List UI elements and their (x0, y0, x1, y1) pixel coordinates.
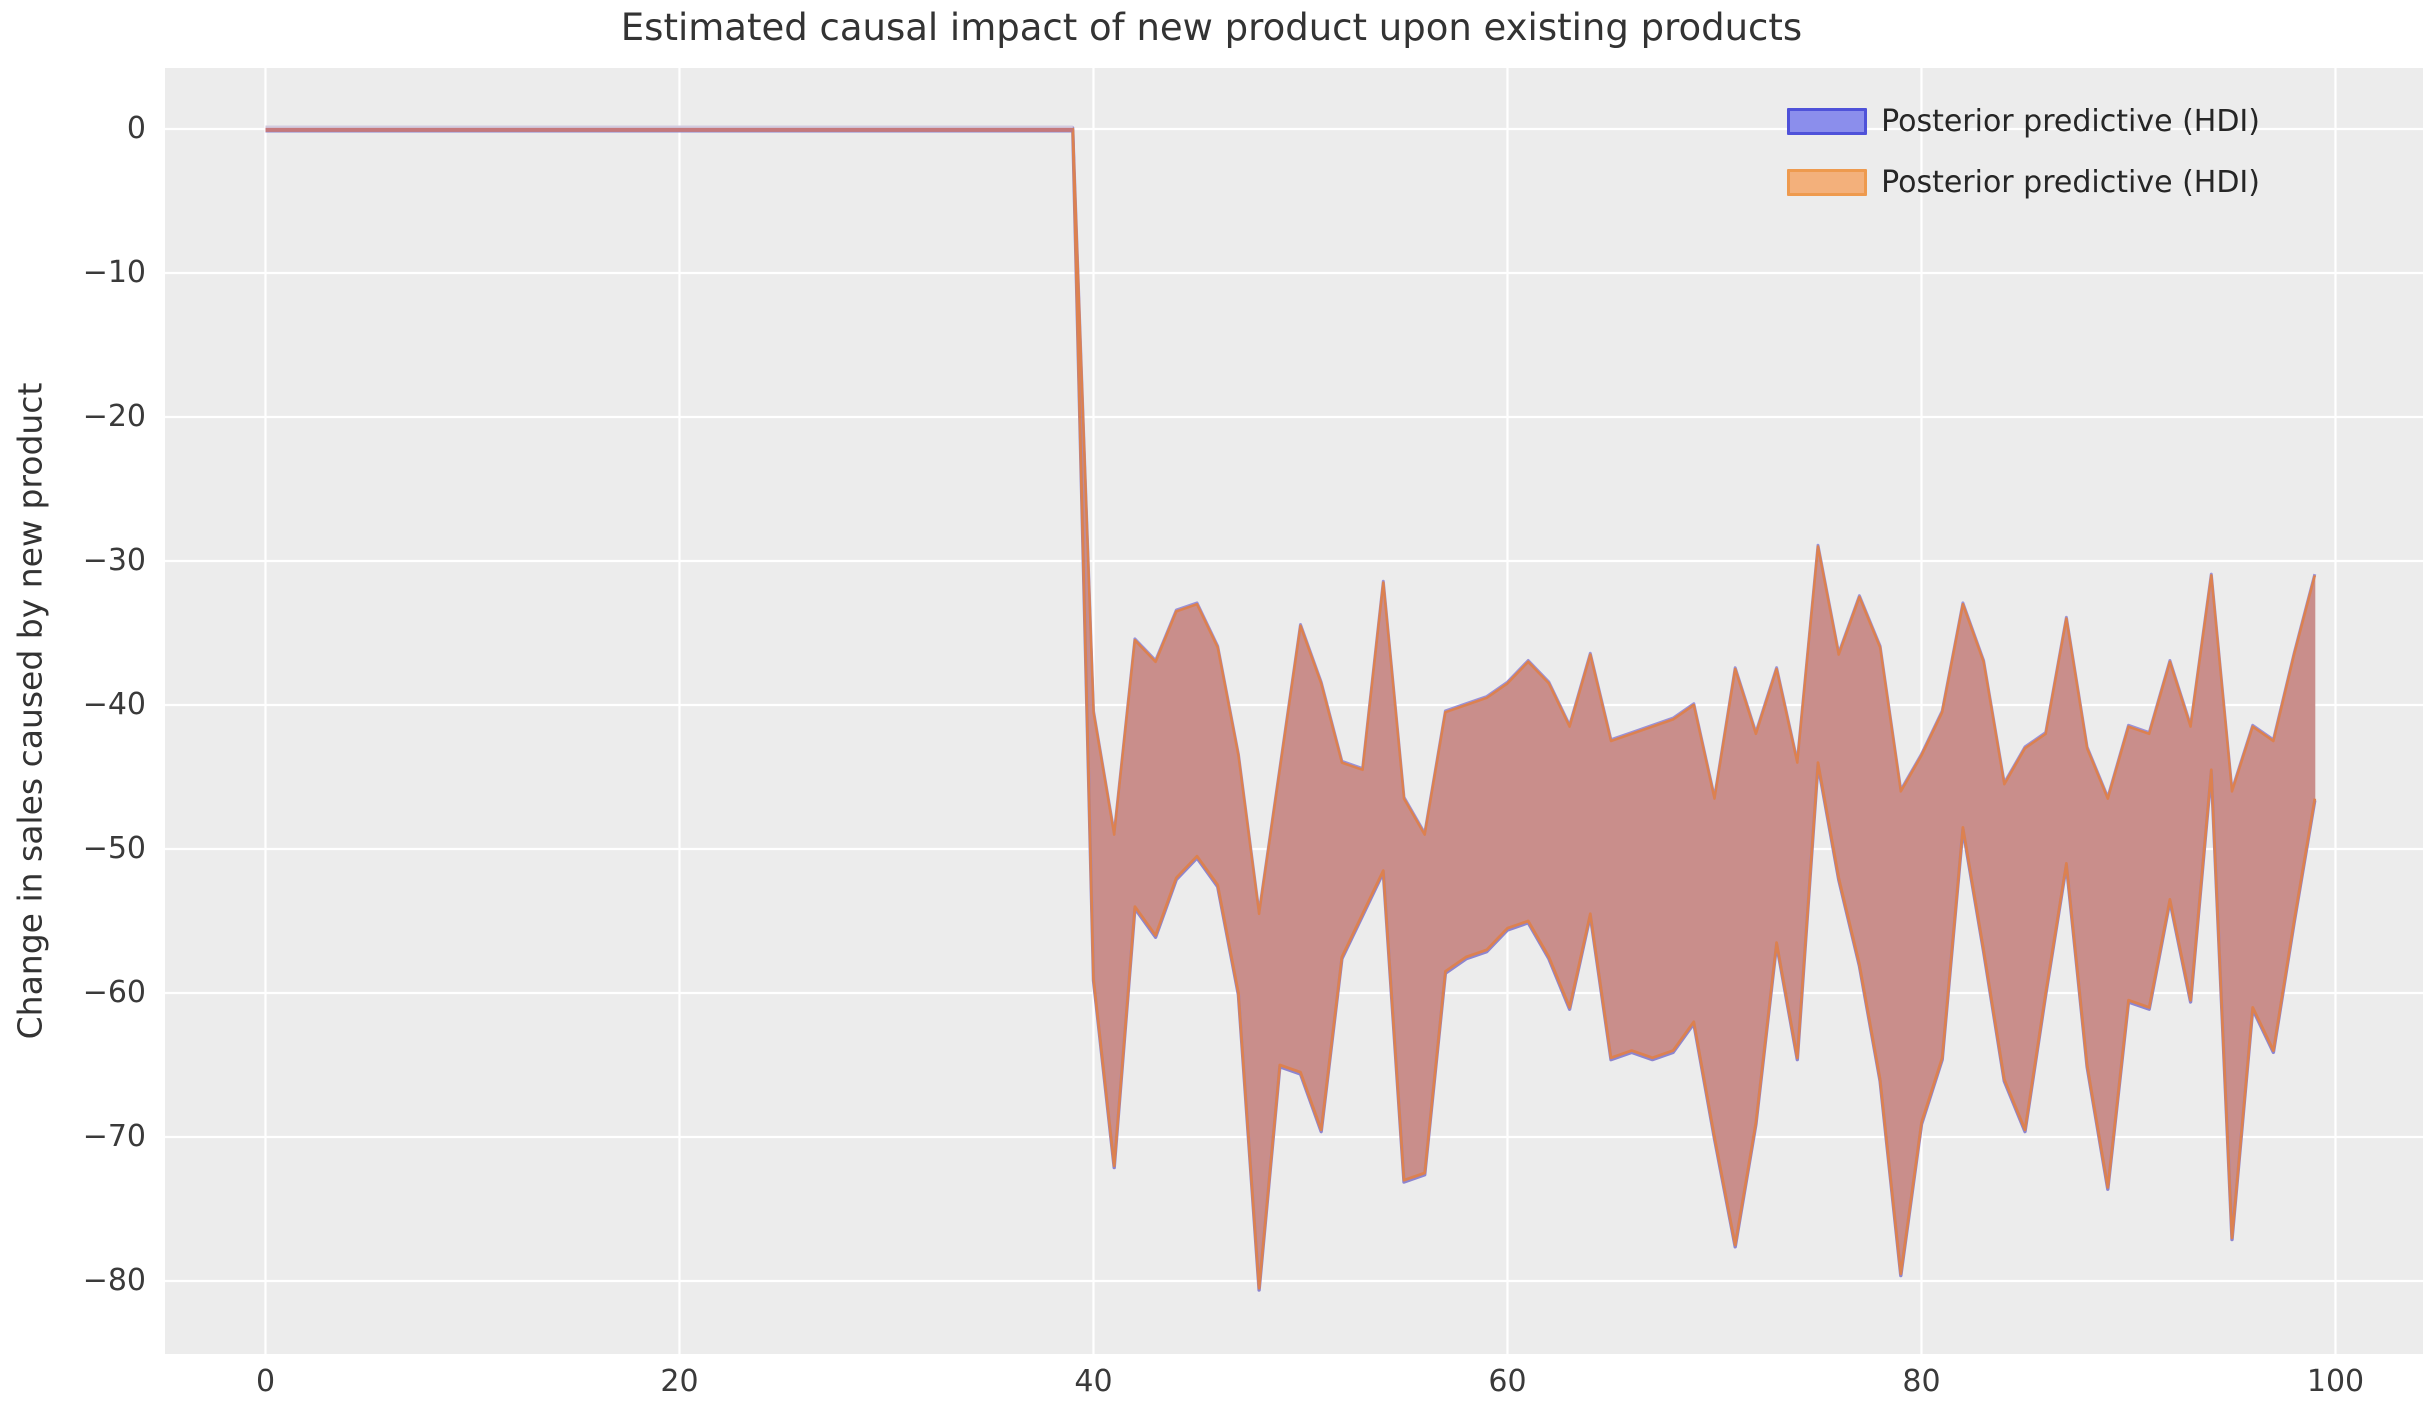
x-tick-label: 80 (1902, 1364, 1941, 1399)
plot-area: Posterior predictive (HDI) Posterior pre… (165, 68, 2423, 1354)
y-tick-label: −60 (82, 975, 146, 1010)
x-tick-label: 40 (1074, 1364, 1113, 1399)
y-tick-label: −30 (82, 543, 146, 578)
legend-item-posterior-predictive-1: Posterior predictive (HDI) (1787, 104, 2260, 139)
chart-title: Estimated causal impact of new product u… (620, 6, 1803, 49)
legend-label: Posterior predictive (HDI) (1881, 104, 2260, 139)
hdi-band (265, 128, 2316, 1289)
y-tick-label: −40 (82, 687, 146, 722)
legend-swatch-orange-icon (1787, 169, 1868, 196)
legend: Posterior predictive (HDI) Posterior pre… (1787, 104, 2260, 200)
hdi-band-chart (165, 68, 2423, 1354)
y-tick-label: −50 (82, 831, 146, 866)
y-tick-label: −70 (82, 1119, 146, 1154)
x-tick-label: 20 (660, 1364, 699, 1399)
x-tick-label: 60 (1488, 1364, 1527, 1399)
y-tick-label: −80 (82, 1263, 146, 1298)
y-tick-label: −10 (82, 255, 146, 290)
legend-swatch-blue-icon (1787, 108, 1868, 135)
y-tick-label: 0 (126, 111, 146, 146)
legend-label: Posterior predictive (HDI) (1881, 165, 2260, 200)
y-tick-label: −20 (82, 399, 146, 434)
x-tick-label: 0 (255, 1364, 276, 1399)
x-tick-label: 100 (2306, 1364, 2365, 1399)
legend-item-posterior-predictive-2: Posterior predictive (HDI) (1787, 165, 2260, 200)
